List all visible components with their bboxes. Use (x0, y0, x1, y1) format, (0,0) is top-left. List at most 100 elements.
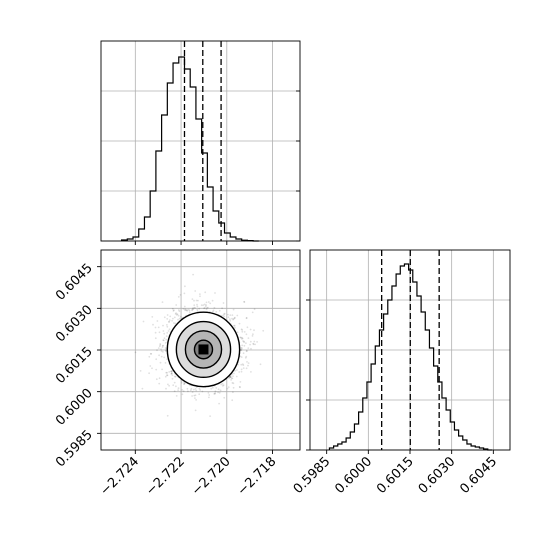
scatter-point (195, 399, 198, 401)
scatter-point (182, 308, 185, 310)
scatter-point (232, 308, 235, 311)
x-tick-label: 0.6000 (332, 454, 375, 497)
scatter-point (189, 389, 192, 392)
scatter-point (215, 311, 218, 313)
scatter-point (193, 299, 195, 302)
scatter-point (218, 309, 221, 312)
scatter-point (205, 304, 208, 306)
scatter-point (240, 356, 243, 358)
scatter-point (158, 331, 161, 334)
scatter-point (221, 382, 224, 385)
scatter-point (174, 375, 177, 378)
scatter-point (227, 313, 229, 316)
scatter-point (162, 344, 165, 347)
scatter-point (205, 308, 208, 311)
scatter-point (182, 390, 185, 393)
scatter-point (231, 317, 233, 320)
scatter-point (194, 397, 196, 399)
scatter-point (178, 310, 181, 313)
x-tick-label: 0.5985 (291, 454, 334, 497)
scatter-point (251, 311, 254, 314)
scatter-point (170, 370, 173, 373)
scatter-point (240, 328, 243, 331)
scatter-point (168, 321, 170, 323)
scatter-point (223, 313, 225, 316)
scatter-point (243, 301, 246, 303)
scatter-point (247, 362, 250, 364)
scatter-point (186, 309, 189, 312)
scatter-point (204, 291, 207, 294)
scatter-point (196, 310, 199, 313)
x-tick-label: 0.6030 (416, 454, 459, 497)
scatter-point (240, 368, 243, 371)
scatter-point (166, 414, 169, 417)
scatter-point (253, 329, 255, 332)
scatter-point (159, 344, 162, 346)
scatter-point (241, 329, 244, 331)
scatter-point (232, 382, 235, 385)
scatter-point (180, 381, 183, 384)
scatter-point (214, 390, 217, 393)
scatter-point (173, 309, 175, 312)
scatter-point (163, 332, 166, 335)
histogram-step (328, 263, 492, 451)
scatter-point (234, 326, 236, 329)
scatter-point (197, 299, 199, 302)
scatter-point (171, 372, 173, 374)
scatter-point (183, 382, 186, 385)
scatter-point (184, 309, 186, 311)
scatter-point (154, 337, 157, 340)
scatter-point (226, 387, 229, 390)
y-tick-label: 0.5985 (53, 428, 96, 471)
scatter-point (205, 301, 208, 304)
scatter-point (183, 382, 186, 385)
scatter-point (241, 347, 243, 350)
scatter-point (229, 319, 232, 322)
scatter-point (172, 317, 174, 320)
scatter-point (141, 387, 144, 390)
scatter-point (169, 315, 172, 318)
scatter-point (237, 363, 239, 366)
scatter-point (181, 389, 184, 391)
scatter-point (240, 349, 242, 352)
scatter-point (176, 313, 179, 316)
scatter-point (149, 352, 152, 355)
scatter-point (164, 349, 167, 352)
scatter-point (194, 409, 197, 412)
scatter-point (163, 356, 166, 359)
scatter-point (240, 363, 243, 366)
scatter-point (239, 381, 242, 383)
scatter-point (233, 324, 236, 327)
scatter-point (210, 387, 213, 390)
scatter-point (196, 308, 199, 311)
scatter-point (208, 394, 211, 396)
scatter-point (252, 333, 254, 336)
scatter-point (161, 301, 164, 303)
scatter-point (152, 323, 154, 326)
scatter-point (155, 358, 158, 361)
scatter-point (204, 305, 207, 308)
scatter-point (202, 304, 205, 306)
scatter-point (156, 349, 158, 352)
scatter-point (223, 396, 226, 399)
scatter-point (195, 389, 198, 392)
scatter-point (218, 402, 221, 405)
scatter-point (240, 347, 243, 349)
scatter-point (253, 340, 256, 343)
scatter-point (208, 396, 210, 399)
x-tick-label: −2.722 (143, 454, 188, 499)
scatter-point (196, 305, 199, 308)
scatter-point (172, 384, 175, 387)
scatter-point (207, 306, 209, 309)
scatter-point (174, 313, 177, 315)
scatter-point (168, 371, 171, 373)
y-tick-label: 0.6000 (53, 386, 96, 429)
scatter-point (241, 363, 244, 365)
scatter-point (212, 309, 215, 312)
scatter-point (229, 376, 232, 378)
scatter-point (199, 293, 201, 295)
scatter-point (254, 343, 256, 346)
scatter-point (195, 299, 198, 302)
scatter-point (259, 363, 262, 366)
scatter-point (246, 350, 248, 352)
